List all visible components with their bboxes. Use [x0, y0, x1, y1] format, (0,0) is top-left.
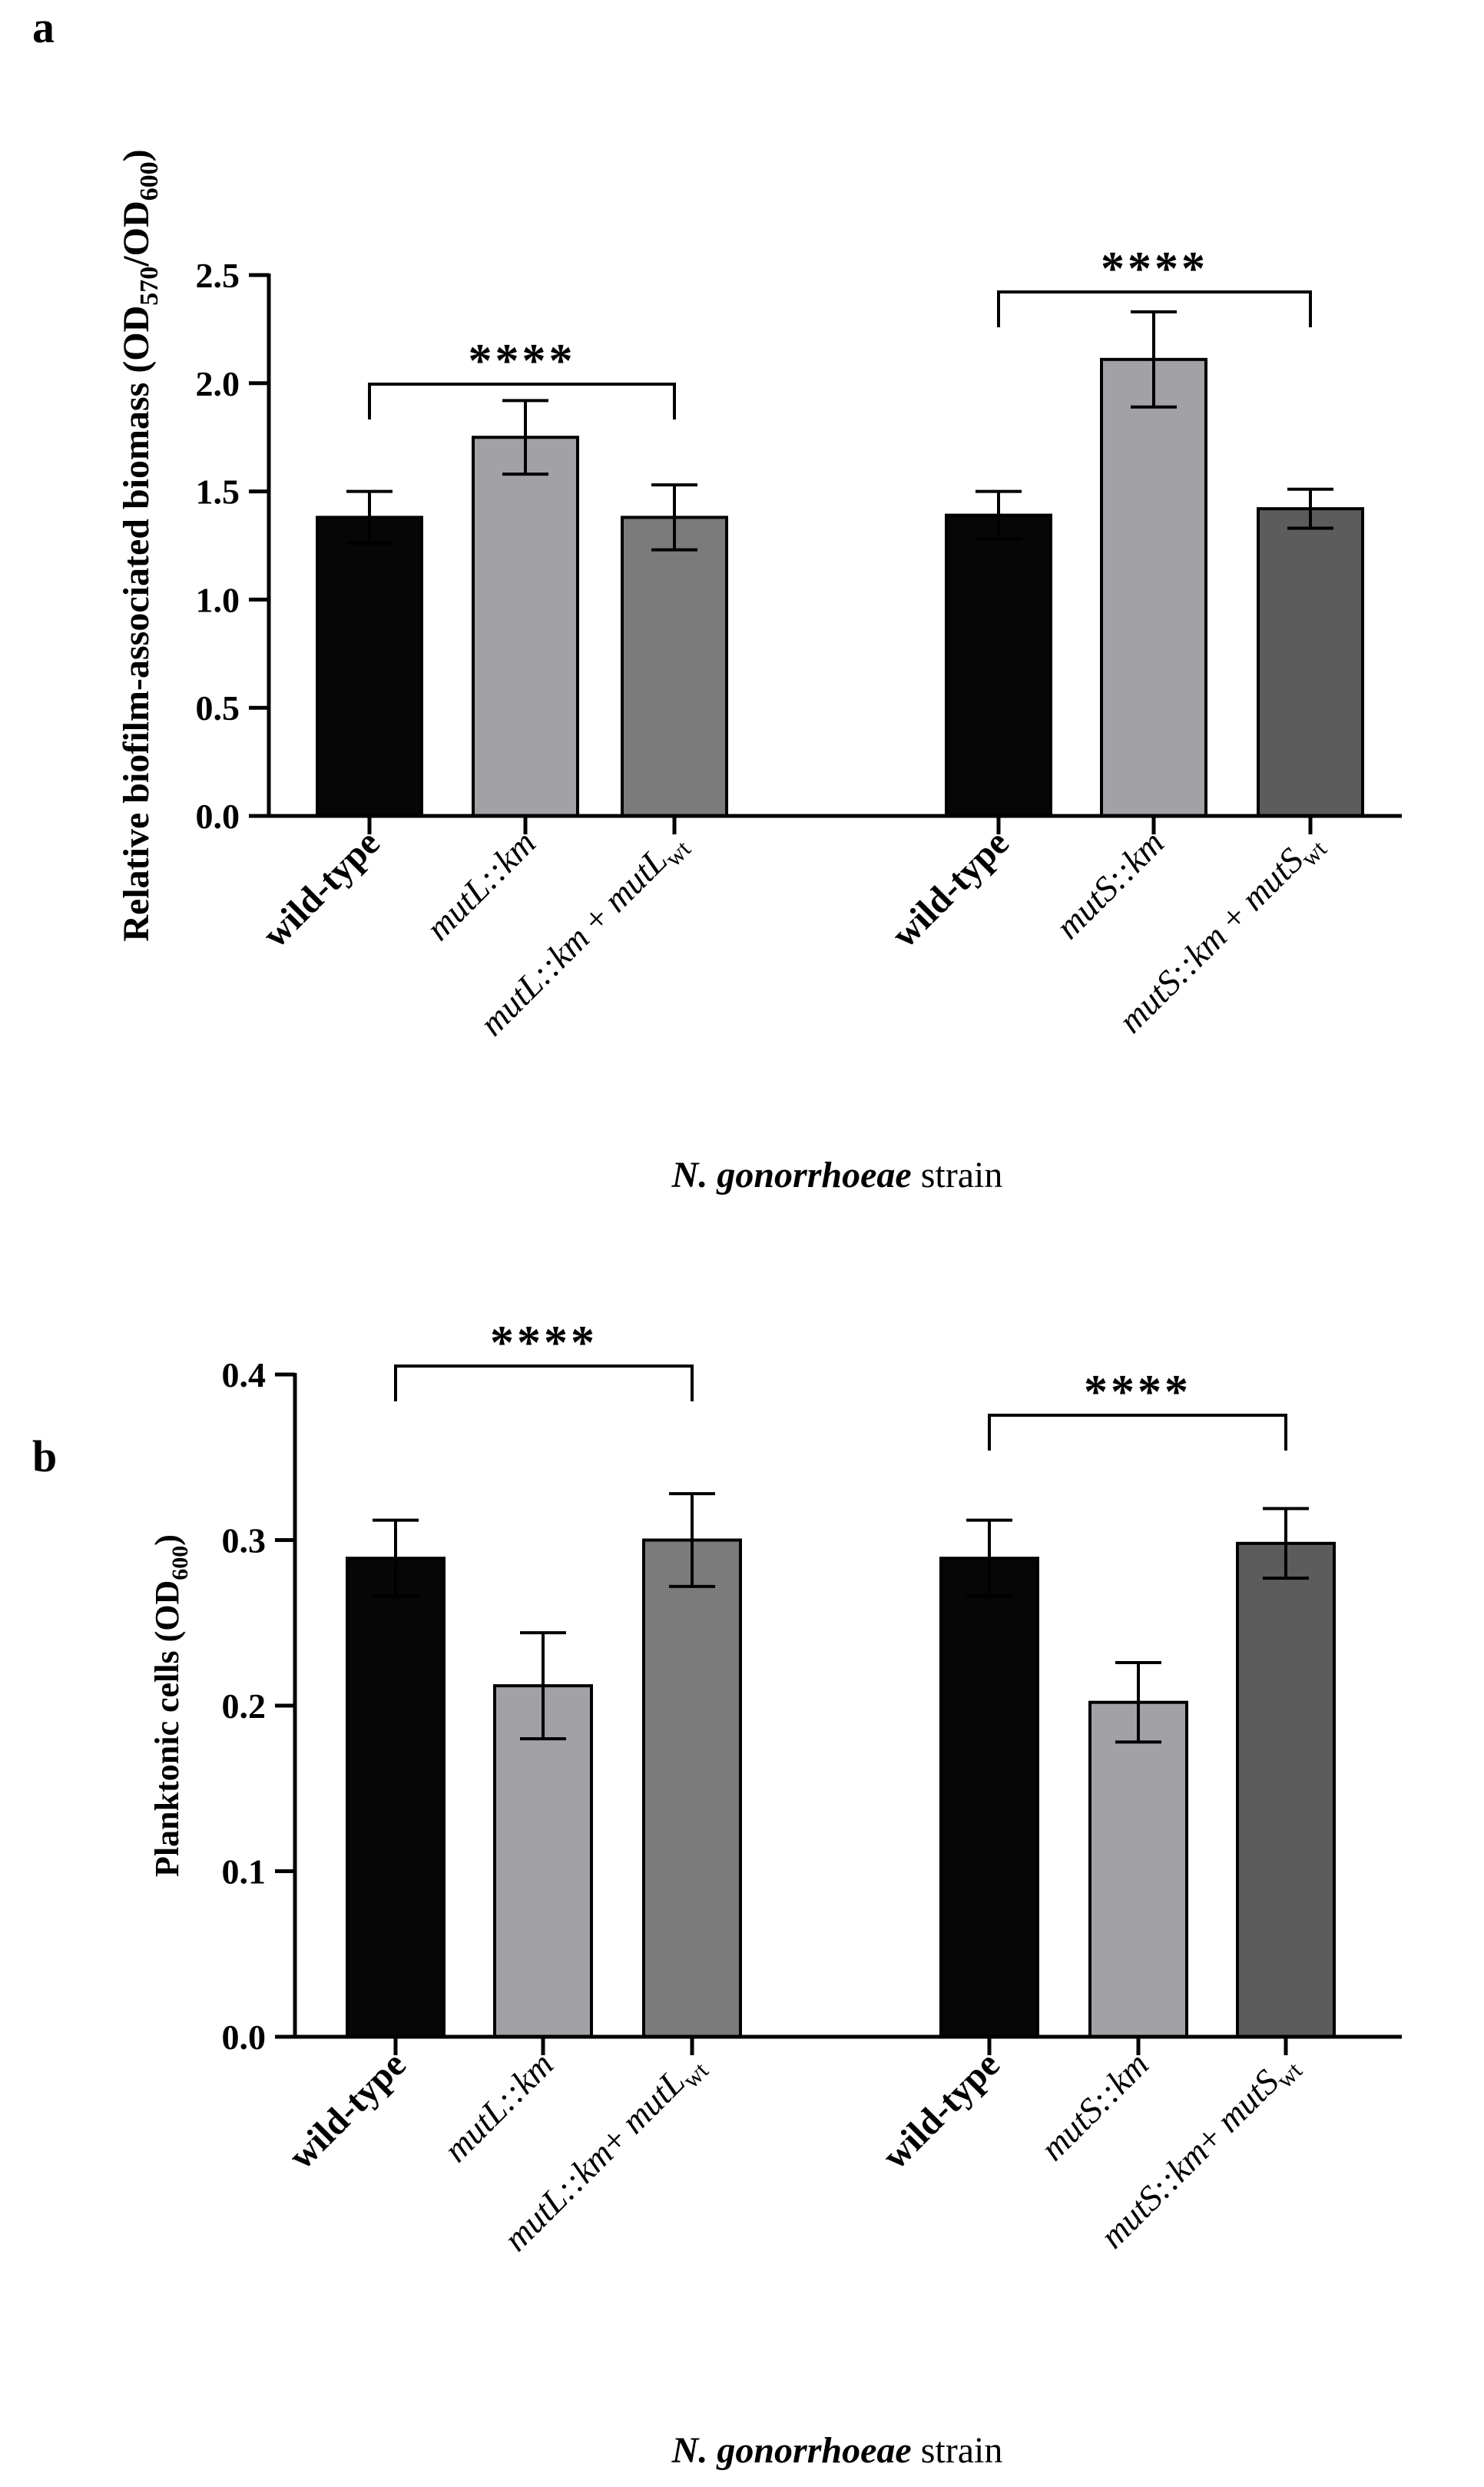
x-axis-title: N. gonorrhoeae strain	[671, 1155, 1003, 1195]
y-axis-title-subscript: 600	[135, 161, 164, 201]
bar	[1257, 507, 1364, 817]
category-label: mutS::km	[1032, 2044, 1156, 2168]
significance-label: ****	[1084, 1366, 1191, 1418]
x-axis-title: N. gonorrhoeae strain	[671, 2430, 1003, 2471]
y-tick-label: 1.5	[196, 473, 240, 512]
bar	[1100, 357, 1207, 818]
bar	[316, 516, 423, 818]
y-axis-title-subscript: 600	[167, 1546, 193, 1580]
y-tick-label: 0.3	[222, 1521, 267, 1560]
bar	[1236, 1541, 1336, 2039]
x-axis-title-italic: N. gonorrhoeae	[671, 2430, 912, 2471]
panel-letter: a	[32, 2, 55, 52]
y-tick-label: 0.2	[222, 1686, 267, 1726]
y-axis-title: Planktonic cells (OD600)	[148, 1534, 193, 1877]
y-tick-label: 0.1	[222, 1852, 267, 1892]
y-tick-label: 0.5	[196, 688, 240, 728]
significance-label: ****	[490, 1317, 598, 1369]
category-label: mutL::km	[436, 2044, 561, 2170]
y-tick-label: 0.0	[222, 2018, 267, 2057]
category-label-part: mutS::km	[1092, 2132, 1216, 2256]
y-axis-title-text: Relative biofilm-associated biomass (OD	[116, 306, 157, 942]
category-label-part: mutL::km	[496, 2134, 621, 2259]
category-label: mutL::km	[419, 823, 544, 948]
chart-panel-b: b 0.0 0.1 0.2 0.3 0.4 **** **** Planktonic cells…	[32, 1317, 1402, 2471]
bar	[945, 513, 1052, 817]
y-axis-title-text: )	[116, 149, 157, 161]
y-tick-label: 2.5	[196, 256, 240, 295]
y-axis-title-text: Planktonic cells (OD	[148, 1580, 186, 1877]
y-axis-title-subscript: 570	[135, 267, 164, 306]
x-axis-title-italic: N. gonorrhoeae	[671, 1155, 912, 1195]
bar	[472, 436, 579, 817]
y-tick-label: 0.4	[222, 1355, 267, 1394]
y-axis-title: Relative biofilm-associated biomass (OD5…	[116, 149, 164, 941]
significance-bracket	[988, 1414, 1287, 1451]
bar	[642, 1538, 742, 2038]
x-axis-title-plain: strain	[912, 2430, 1003, 2471]
significance-bracket	[394, 1365, 694, 1401]
panel-letter: b	[32, 1431, 57, 1481]
y-tick-label: 0.0	[196, 797, 240, 836]
category-label-part: mutL::km	[472, 918, 597, 1043]
y-tick-label: 1.0	[196, 580, 240, 619]
bar	[1088, 1700, 1188, 2038]
bar	[346, 1557, 446, 2038]
significance-label: ****	[469, 335, 576, 387]
x-axis-title-plain: strain	[912, 1155, 1003, 1195]
category-label: wild-type	[875, 2044, 1008, 2177]
category-label: mutS::km	[1048, 823, 1171, 947]
y-axis-title-text: )	[148, 1534, 186, 1546]
chart-panel-a: a 0.0 0.5 1.0 1.5 2.0 2.5 **** **** Relative biof…	[32, 2, 1402, 1195]
category-label: wild-type	[884, 822, 1017, 955]
significance-bracket	[997, 290, 1312, 327]
bar	[621, 516, 728, 818]
category-label: wild-type	[255, 822, 388, 955]
y-axis-title-text: /OD	[116, 201, 157, 267]
bar	[939, 1557, 1039, 2038]
significance-label: ****	[1101, 243, 1208, 295]
category-label-part: mutS::km	[1111, 917, 1234, 1040]
significance-bracket	[368, 383, 676, 419]
y-tick-label: 2.0	[196, 364, 240, 403]
category-label: wild-type	[281, 2044, 414, 2177]
